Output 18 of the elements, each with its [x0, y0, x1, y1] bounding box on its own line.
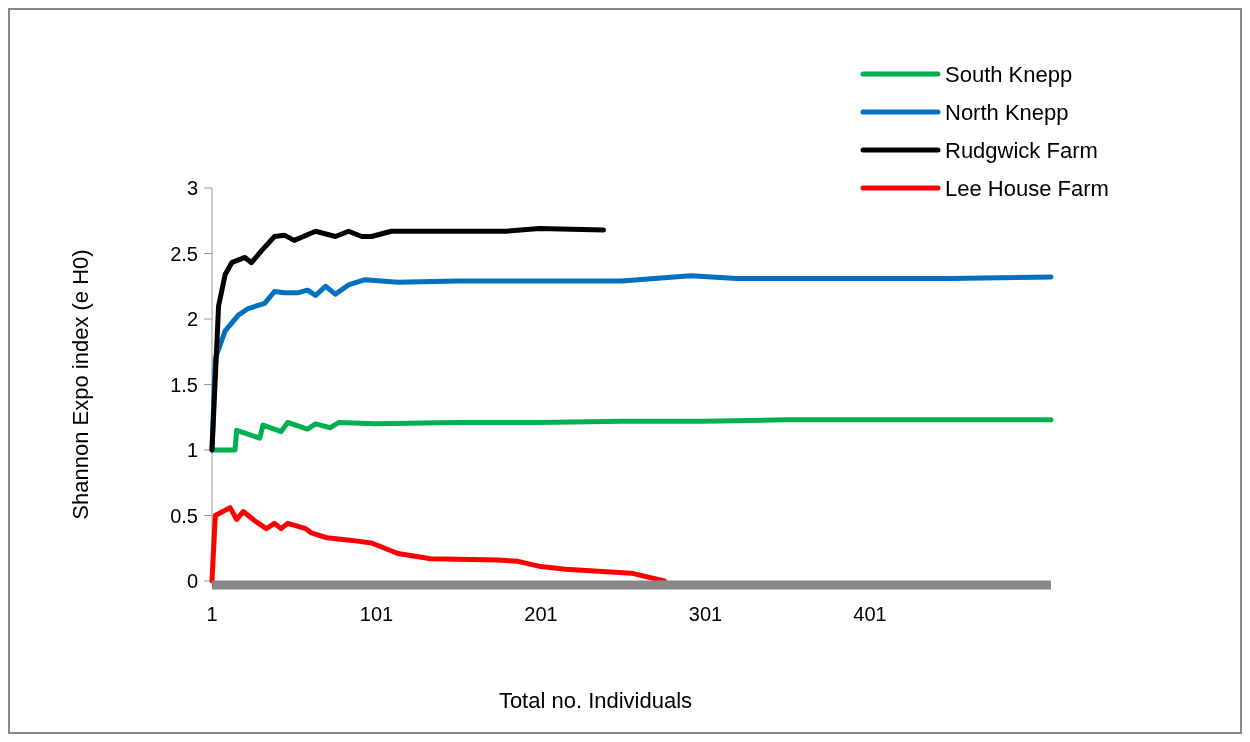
- y-tick-label: 2.5: [170, 242, 198, 265]
- y-tick-label: 1: [186, 439, 198, 461]
- legend-label: South Knepp: [945, 61, 1073, 87]
- x-tick-label: 401: [853, 603, 887, 625]
- y-tick-label: 0: [186, 570, 198, 592]
- x-tick-label: 1: [206, 603, 218, 625]
- y-tick-label: 0.5: [170, 504, 198, 527]
- legend-label: North Knepp: [945, 99, 1069, 125]
- x-axis-title: Total no. Individuals: [498, 688, 693, 713]
- y-axis-title: Shannon Expo index (e H0): [68, 249, 93, 520]
- y-tick-label: 3: [186, 177, 198, 199]
- y-tick-label: 1.5: [170, 373, 198, 396]
- x-tick-label: 201: [524, 603, 558, 625]
- legend-label: Lee House Farm: [945, 175, 1109, 201]
- x-tick-label: 101: [359, 603, 394, 625]
- x-tick-label: 301: [688, 603, 723, 625]
- y-tick-label: 2: [186, 308, 198, 330]
- legend-label: Rudgwick Farm: [945, 137, 1098, 163]
